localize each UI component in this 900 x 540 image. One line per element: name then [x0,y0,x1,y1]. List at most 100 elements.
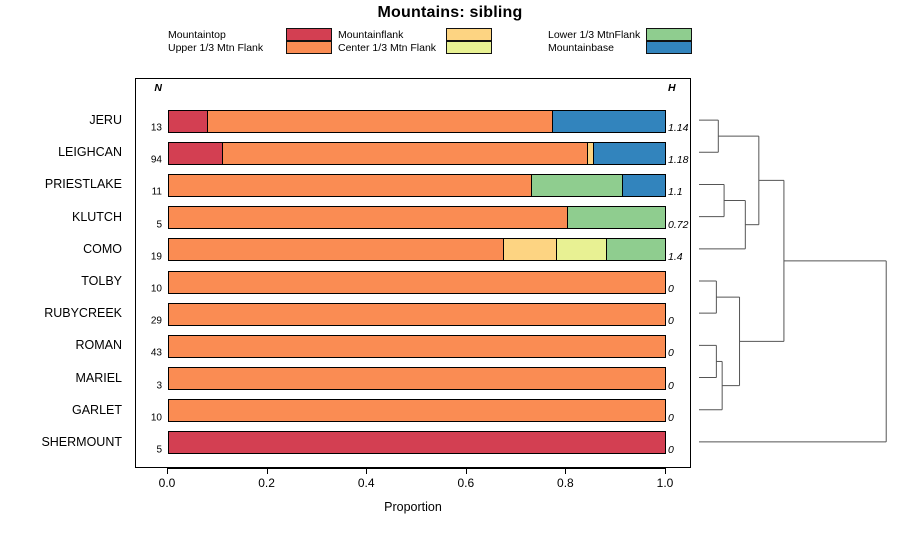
axis-tick [665,468,666,474]
axis-tick [565,468,567,474]
bar-segment[interactable] [592,142,665,164]
bar-segment[interactable] [221,142,588,164]
table-row[interactable] [168,173,666,197]
table-row[interactable] [168,431,666,455]
legend-swatch-0 [286,28,332,41]
legend-label-0: Mountaintop [168,29,226,41]
h-value: 0 [668,379,674,392]
bar-segment[interactable] [169,303,665,325]
bar-segment[interactable] [555,239,606,261]
legend-swatch-1 [286,41,332,54]
bar-segment[interactable] [169,207,568,229]
category-axis-labels: JERU LEIGHCAN PRIESTLAKE KLUTCH COMO TOLBY RUB… [0,78,130,468]
legend: Mountaintop Upper 1/3 Mtn Flank Mountainfl… [168,28,692,58]
x-axis-title: Proportion [384,500,442,514]
table-row[interactable] [168,302,666,326]
n-value: 11 [151,186,162,198]
h-column-header: H [668,82,676,94]
plot-panel [135,78,691,468]
h-value: 0 [668,411,674,424]
bar-segment[interactable] [531,174,622,196]
n-column-header: N [154,82,162,94]
bar-segment[interactable] [169,432,665,454]
legend-label-2: Mountainflank [338,29,404,41]
bar-segment[interactable] [169,335,665,357]
bar-segment[interactable] [169,174,532,196]
table-row[interactable] [168,141,666,165]
h-value: 0 [668,315,674,328]
n-value: 5 [156,219,162,231]
bar-segment[interactable] [207,110,552,132]
bar-segment[interactable] [605,239,665,261]
row-label: KLUTCH [71,209,122,224]
axis-tick-label: 0.4 [357,476,375,490]
n-value: 10 [150,412,162,424]
row-label: ROMAN [75,338,122,353]
row-label: MARIEL [75,370,122,385]
x-axis: 0.0 0.2 0.4 0.6 0.8 1.0 [135,468,691,508]
row-label: GARLET [71,402,122,417]
h-column: H 1.14 1.18 1.1 0.72 1.4 0 0 0 0 0 0 [664,78,691,468]
axis-tick [366,468,368,474]
n-value: 19 [150,251,162,263]
stacked-bars [136,79,692,469]
h-value: 1.14 [668,122,689,135]
n-value: 29 [150,315,162,327]
table-row[interactable] [168,206,666,230]
n-value: 94 [150,154,162,166]
axis-tick [266,468,268,474]
row-label: JERU [89,113,122,128]
dendrogram [699,119,887,443]
table-row[interactable] [168,238,666,262]
bar-segment[interactable] [169,239,504,261]
bar-segment[interactable] [621,174,665,196]
h-value: 1.1 [668,186,683,199]
row-label: TOLBY [81,274,122,288]
table-row[interactable] [168,109,666,133]
bar-segment[interactable] [169,400,665,422]
chart-title: Mountains: sibling [377,4,523,21]
h-value: 0 [668,443,674,456]
n-column: N 13 94 11 5 19 10 29 43 3 10 5 [136,78,166,468]
n-value: 10 [150,283,162,295]
legend-label-4: Lower 1/3 MtnFlank [548,29,641,41]
axis-tick [465,468,467,474]
bar-segment[interactable] [551,110,665,132]
row-label: LEIGHCAN [58,145,122,160]
row-label: SHERMOUNT [41,434,122,449]
h-value: 1.4 [668,250,683,263]
h-value: 0.72 [668,218,689,231]
bar-segment[interactable] [567,207,665,229]
legend-swatch-4 [646,28,692,41]
axis-tick-label: 0.6 [457,476,475,490]
row-label: COMO [83,241,122,256]
legend-swatch-2 [446,28,492,41]
n-value: 3 [156,380,162,392]
axis-tick-label: 1.0 [656,476,674,490]
legend-swatch-5 [646,41,692,54]
n-value: 5 [156,444,162,456]
table-row[interactable] [168,334,666,358]
bar-segment[interactable] [503,239,556,261]
axis-tick-label: 0.8 [557,476,574,490]
h-value: 0 [668,347,674,360]
axis-tick-label: 0.0 [158,476,176,490]
legend-swatch-3 [446,41,492,54]
axis-line [167,468,665,469]
table-row[interactable] [168,367,666,391]
axis-tick [167,468,168,474]
bar-segment[interactable] [169,368,665,390]
bar-segment[interactable] [169,110,208,132]
row-label: RUBYCREEK [44,306,122,321]
legend-label-3: Center 1/3 Mtn Flank [338,42,437,54]
h-value: 1.18 [668,154,689,167]
bar-segment[interactable] [169,271,665,293]
bar-segment[interactable] [169,142,222,164]
legend-label-5: Mountainbase [548,42,614,54]
table-row[interactable] [168,270,666,294]
table-row[interactable] [168,399,666,423]
bar-segment[interactable] [587,142,593,164]
legend-label-1: Upper 1/3 Mtn Flank [168,42,264,54]
h-value: 0 [668,283,674,295]
